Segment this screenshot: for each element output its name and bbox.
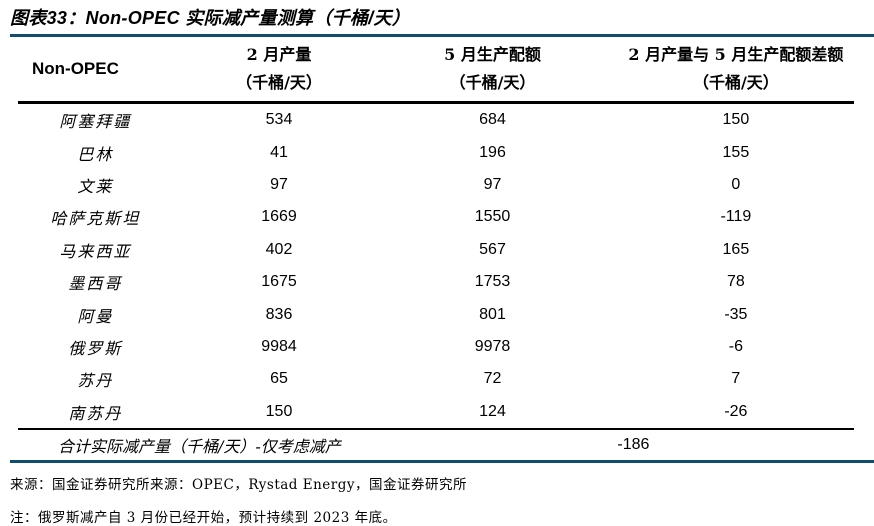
feb-cell: 534: [265, 111, 293, 129]
table-row: 墨西哥 1675 1753 78: [10, 266, 864, 298]
diff-cell: 78: [726, 273, 745, 291]
total-row: 合计实际减产量（千桶/天）-仅考虑减产 -186: [10, 430, 864, 460]
may-cell: 196: [479, 143, 506, 161]
figure-block: 图表33：Non-OPEC 实际减产量测算（千桶/天） Non-OPEC 2 月…: [10, 4, 874, 526]
table-row: 俄罗斯 9984 9978 -6: [10, 331, 864, 363]
may-cell: 1753: [474, 273, 511, 291]
table-row: 阿曼 836 801 -35: [10, 298, 864, 330]
country-cell: 俄罗斯: [68, 338, 123, 358]
header-feb-line1: 2 月产量: [246, 45, 312, 64]
feb-cell: 1669: [261, 208, 297, 226]
feb-cell: 402: [265, 240, 293, 258]
diff-cell: -26: [724, 402, 748, 420]
table-row: 阿塞拜疆 534 684 150: [10, 104, 864, 136]
diff-cell: 7: [731, 370, 741, 388]
may-cell: 567: [479, 240, 506, 258]
diff-cell: 0: [731, 175, 741, 193]
diff-cell: -35: [724, 305, 748, 323]
table-row: 哈萨克斯坦 1669 1550 -119: [10, 201, 864, 233]
diff-cell: -6: [728, 337, 743, 355]
feb-cell: 9984: [261, 337, 297, 355]
table-row: 苏丹 65 72 7: [10, 363, 864, 395]
country-cell: 巴林: [77, 144, 114, 164]
feb-cell: 1675: [261, 273, 297, 291]
country-cell: 南苏丹: [68, 403, 123, 423]
may-cell: 72: [483, 370, 502, 388]
header-feb-line2: （千桶/天）: [236, 73, 322, 92]
table-row: 巴林 41 196 155: [10, 136, 864, 168]
table-row: 文莱 97 97 0: [10, 169, 864, 201]
header-nonopec: Non-OPEC: [32, 59, 119, 78]
title-divider-rule: [10, 34, 874, 37]
may-cell: 9978: [474, 337, 511, 355]
feb-cell: 150: [265, 402, 293, 420]
figure-title: 图表33：Non-OPEC 实际减产量测算（千桶/天）: [10, 8, 411, 28]
may-cell: 1550: [474, 208, 511, 226]
diff-cell: 150: [722, 111, 750, 129]
feb-cell: 97: [270, 175, 288, 193]
total-label: 合计实际减产量（千桶/天）-仅考虑减产: [58, 436, 341, 456]
note-line: 注：俄罗斯减产自 3 月份已经开始，预计持续到 2023 年底。: [10, 509, 397, 526]
feb-cell: 836: [265, 305, 293, 323]
table-body: 阿塞拜疆 534 684 150 巴林 41 196 155 文莱 97 97 …: [10, 104, 874, 428]
table-header-row: Non-OPEC 2 月产量 （千桶/天） 5 月生产配额 （千桶/天） 2 月…: [10, 37, 864, 101]
header-may-quota: 5 月生产配额 （千桶/天）: [377, 41, 608, 97]
country-cell: 阿塞拜疆: [59, 112, 132, 132]
may-cell: 97: [483, 175, 502, 193]
country-cell: 马来西亚: [59, 241, 132, 261]
header-bottom-rule: [18, 101, 854, 104]
table-row: 南苏丹 150 124 -26: [10, 396, 864, 428]
table-row: 马来西亚 402 567 165: [10, 234, 864, 266]
diff-cell: 165: [722, 240, 750, 258]
country-cell: 文莱: [77, 176, 114, 196]
source-line: 来源：国金证券研究所来源：OPEC，Rystad Energy，国金证券研究所: [10, 476, 467, 493]
table-bottom-rule: [10, 459, 874, 463]
header-may-line1: 5 月生产配额: [444, 45, 541, 64]
body-bottom-rule: [18, 427, 854, 430]
feb-cell: 41: [270, 143, 288, 161]
country-cell: 哈萨克斯坦: [50, 209, 141, 229]
country-cell: 苏丹: [77, 371, 114, 391]
diff-cell: 155: [722, 143, 750, 161]
may-cell: 124: [479, 402, 506, 420]
total-value: -186: [617, 435, 650, 453]
header-may-line2: （千桶/天）: [449, 73, 536, 92]
header-diff-line2: （千桶/天）: [692, 73, 779, 92]
header-feb-production: 2 月产量 （千桶/天）: [181, 41, 377, 97]
country-cell: 墨西哥: [68, 274, 123, 294]
diff-cell: -119: [720, 208, 752, 226]
country-cell: 阿曼: [77, 306, 114, 326]
may-cell: 684: [479, 111, 506, 129]
feb-cell: 65: [270, 370, 288, 388]
header-diff: 2 月产量与 5 月生产配额差额 （千桶/天）: [608, 41, 864, 97]
header-diff-line1: 2 月产量与 5 月生产配额差额: [628, 45, 844, 64]
may-cell: 801: [479, 305, 506, 323]
